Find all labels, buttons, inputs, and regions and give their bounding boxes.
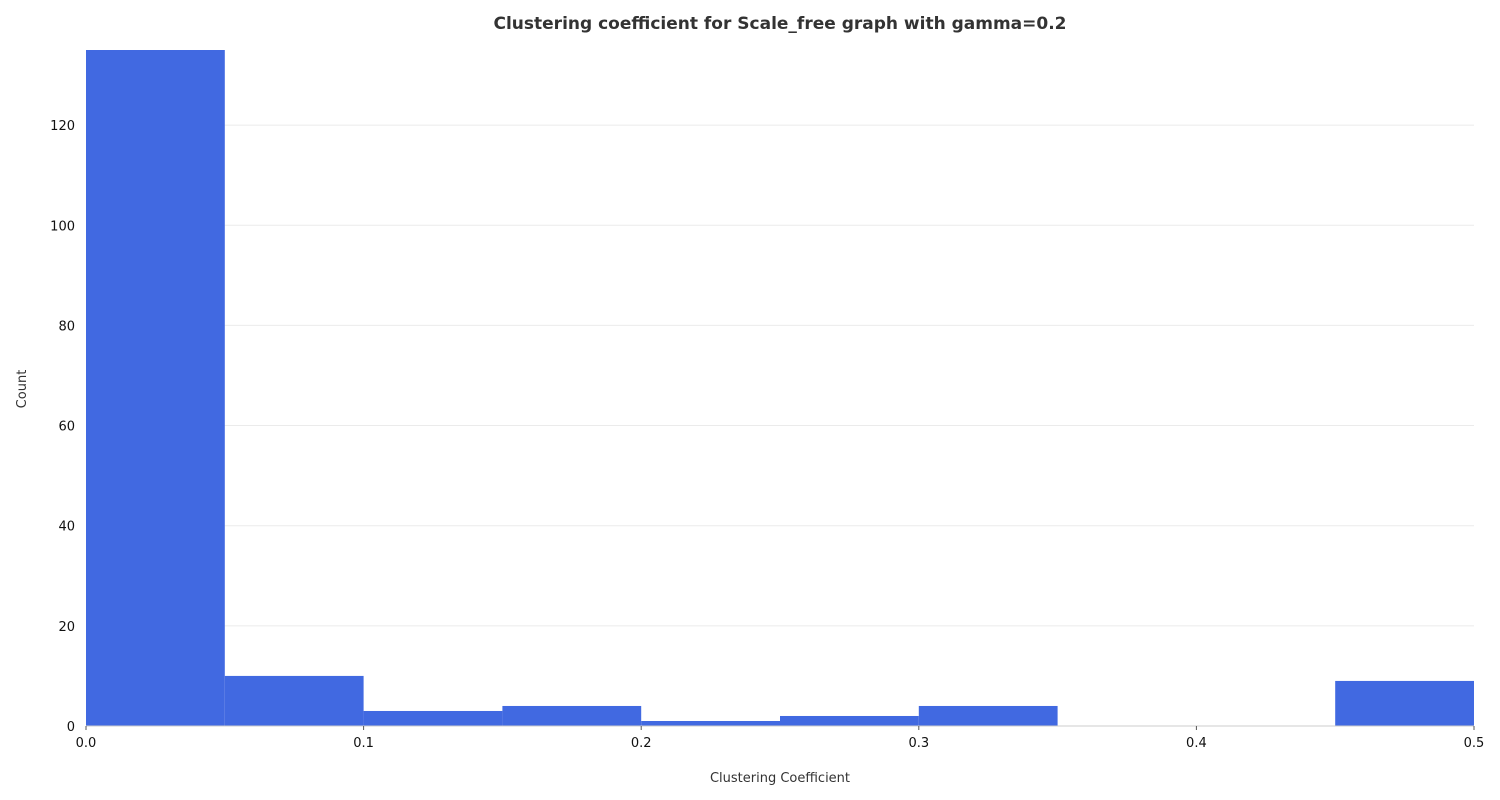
y-axis-ticks: 0 20 40 60 80 100 120 <box>50 119 75 735</box>
x-tick-label-0.1: 0.1 <box>353 736 374 751</box>
y-tick-label-80: 80 <box>58 319 75 334</box>
x-tick-label-0.2: 0.2 <box>631 736 652 751</box>
histogram-bar-4 <box>641 720 780 726</box>
x-tick-label-0.0: 0.0 <box>76 736 97 751</box>
chart-title: Clustering coefficient for Scale_free gr… <box>494 14 1067 34</box>
y-axis-label: Count <box>15 370 30 409</box>
y-tick-label-120: 120 <box>50 119 75 134</box>
histogram-bar-2 <box>363 710 503 726</box>
histogram-bars <box>86 50 1474 726</box>
histogram-bar-0 <box>86 50 225 726</box>
histogram-bar-3 <box>502 705 642 726</box>
gridlines <box>86 124 1474 627</box>
y-tick-label-20: 20 <box>58 620 75 635</box>
histogram-bar-6 <box>918 705 1058 726</box>
x-axis-label: Clustering Coefficient <box>710 771 850 786</box>
y-tick-label-0: 0 <box>67 720 75 735</box>
x-tick-label-0.5: 0.5 <box>1464 736 1485 751</box>
histogram-bar-5 <box>780 715 919 726</box>
x-axis-ticks: 0.0 0.1 0.2 0.3 0.4 0.5 <box>76 726 1485 751</box>
y-tick-label-100: 100 <box>50 219 75 234</box>
y-tick-label-60: 60 <box>58 420 75 435</box>
histogram-bar-1 <box>224 675 364 726</box>
y-tick-label-40: 40 <box>58 520 75 535</box>
histogram-bar-9 <box>1335 680 1474 726</box>
x-tick-label-0.4: 0.4 <box>1186 736 1207 751</box>
x-tick-label-0.3: 0.3 <box>908 736 929 751</box>
